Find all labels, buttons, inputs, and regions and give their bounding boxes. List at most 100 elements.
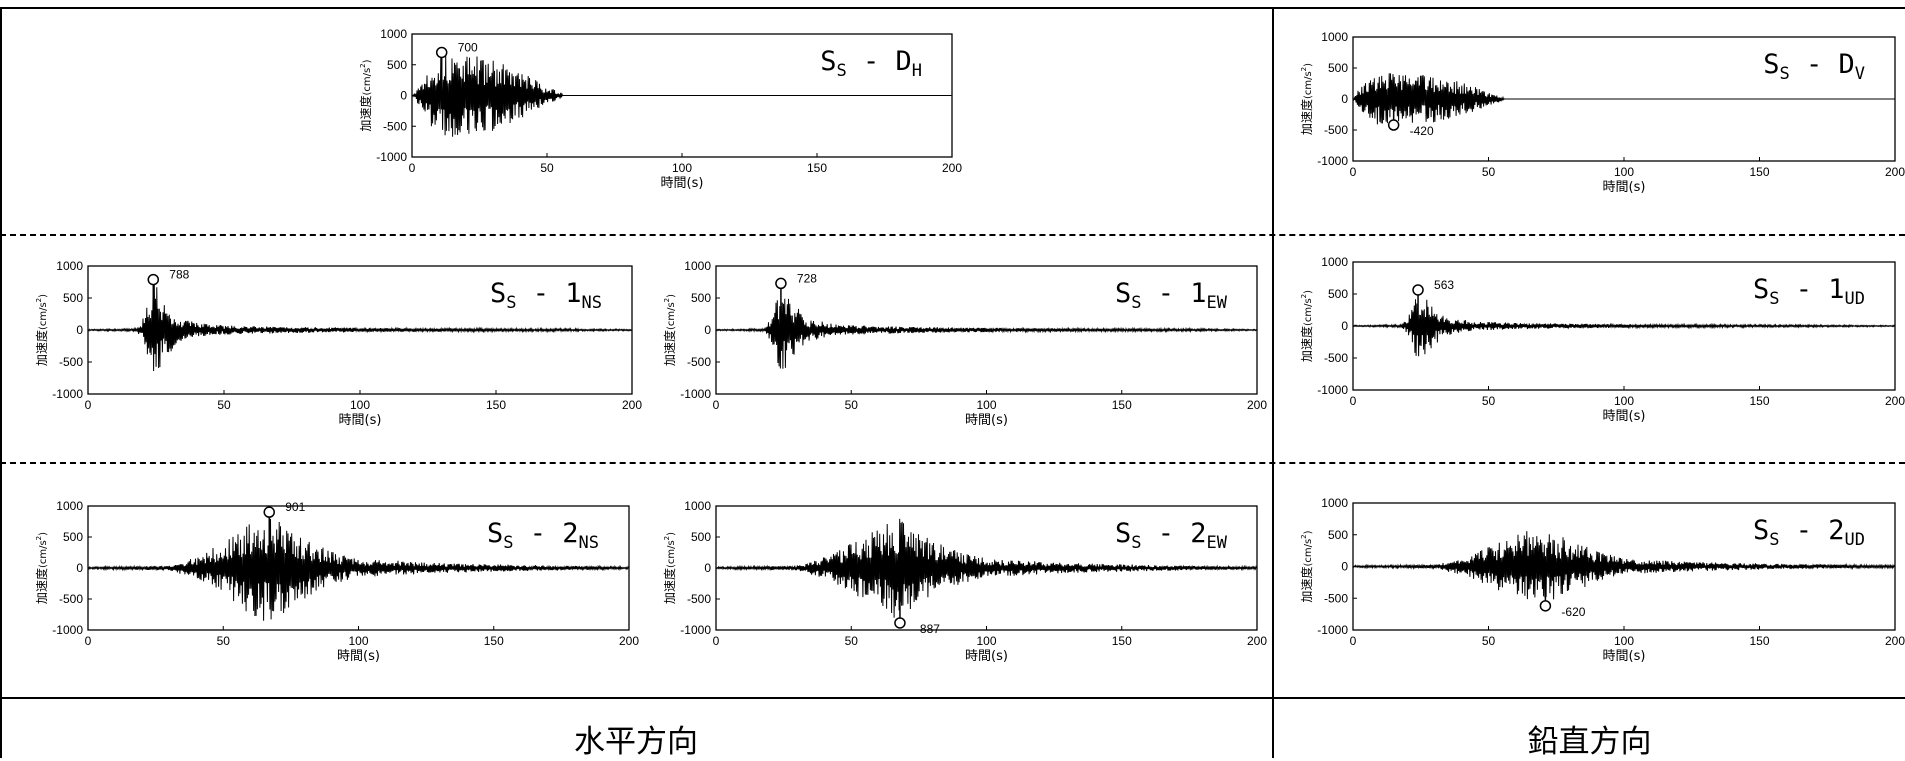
y-axis-label: 加速度(cm/s2) bbox=[1299, 530, 1314, 602]
x-tick-label: 150 bbox=[1749, 165, 1769, 179]
y-tick-label: 500 bbox=[691, 291, 711, 305]
y-tick-label: -500 bbox=[1324, 123, 1348, 137]
peak-marker bbox=[263, 506, 275, 518]
peak-value-label: 700 bbox=[458, 40, 478, 54]
y-axis-label-exp: 2 bbox=[1300, 294, 1308, 298]
x-tick-label: 200 bbox=[1885, 394, 1905, 408]
x-tick-label: 150 bbox=[1749, 394, 1769, 408]
chart-title: SS - 1NS bbox=[490, 278, 602, 313]
title-sub1: S bbox=[836, 61, 846, 81]
x-tick-label: 50 bbox=[1482, 165, 1496, 179]
x-tick-label: 100 bbox=[1614, 394, 1634, 408]
waveform-series bbox=[87, 282, 633, 372]
waveform-series bbox=[1352, 73, 1895, 125]
y-axis-label-close: ) bbox=[362, 59, 373, 63]
title-sub2: V bbox=[1855, 64, 1865, 84]
peak-value-label: 901 bbox=[285, 500, 305, 514]
y-tick-label: 500 bbox=[691, 530, 711, 544]
x-tick-label: 100 bbox=[672, 161, 692, 175]
chart-title: SS - 1UD bbox=[1753, 274, 1865, 309]
x-tick-label: 200 bbox=[1247, 634, 1267, 648]
title-sub2: EW bbox=[1207, 533, 1228, 553]
x-tick-label: 50 bbox=[1482, 394, 1496, 408]
y-tick-label: -500 bbox=[383, 119, 407, 133]
x-tick-label: 150 bbox=[486, 398, 506, 412]
title-sub1: S bbox=[1779, 64, 1789, 84]
title-main: S bbox=[487, 518, 503, 549]
x-tick-label: 150 bbox=[1749, 634, 1769, 648]
y-axis-label-exp: 2 bbox=[35, 298, 43, 302]
y-tick-label: -1000 bbox=[680, 387, 711, 401]
y-axis-label: 加速度(cm/s2) bbox=[662, 532, 677, 604]
peak-value-label: 563 bbox=[1434, 278, 1454, 292]
y-axis-label: 加速度(cm/s2) bbox=[358, 59, 373, 131]
title-mid: - 1 bbox=[1779, 274, 1844, 305]
title-sub2: NS bbox=[582, 293, 602, 313]
y-tick-label: 500 bbox=[1328, 528, 1348, 542]
x-tick-label: 100 bbox=[976, 398, 996, 412]
chart-title: SS - DH bbox=[820, 46, 922, 81]
x-tick-label: 200 bbox=[619, 634, 639, 648]
x-tick-label: 0 bbox=[85, 634, 92, 648]
y-axis-label-main: 加速度 bbox=[1299, 99, 1314, 135]
y-tick-label: 1000 bbox=[1321, 30, 1348, 44]
frame-footer-line bbox=[0, 697, 1905, 699]
y-axis-label-unit: (cm/s bbox=[362, 68, 373, 96]
x-tick-label: 200 bbox=[1247, 398, 1267, 412]
x-tick-label: 100 bbox=[1614, 634, 1634, 648]
row-divider-1 bbox=[0, 234, 1905, 236]
peak-value-label: -620 bbox=[1561, 605, 1585, 619]
y-tick-label: -1000 bbox=[52, 387, 83, 401]
x-tick-label: 100 bbox=[976, 634, 996, 648]
y-tick-label: -500 bbox=[687, 592, 711, 606]
frame-divider-vertical bbox=[1272, 7, 1274, 758]
peak-marker bbox=[1412, 284, 1424, 296]
y-tick-label: 0 bbox=[1341, 92, 1348, 106]
title-main: S bbox=[1763, 49, 1779, 80]
y-tick-label: 1000 bbox=[56, 259, 83, 273]
y-axis-label: 加速度(cm/s2) bbox=[1299, 63, 1314, 135]
x-tick-label: 0 bbox=[1350, 634, 1357, 648]
x-tick-label: 0 bbox=[85, 398, 92, 412]
x-tick-label: 100 bbox=[348, 634, 368, 648]
row-divider-2 bbox=[0, 462, 1905, 464]
panel-ss-2ns: 901 1000 500 0 -500 -1000 0 50 100 150 200 時間(s) 加速度… bbox=[8, 496, 669, 682]
x-tick-label: 50 bbox=[217, 398, 231, 412]
y-tick-label: -500 bbox=[59, 355, 83, 369]
x-axis-label: 時間(s) bbox=[337, 649, 380, 664]
y-axis-label-close: ) bbox=[38, 532, 49, 536]
x-tick-label: 150 bbox=[807, 161, 827, 175]
y-tick-label: 0 bbox=[704, 561, 711, 575]
y-axis-label: 加速度(cm/s2) bbox=[34, 294, 49, 366]
y-tick-label: -1000 bbox=[1317, 383, 1348, 397]
y-tick-label: 0 bbox=[704, 323, 711, 337]
title-sub1: S bbox=[1769, 289, 1779, 309]
y-tick-label: -1000 bbox=[680, 623, 711, 637]
x-tick-label: 150 bbox=[484, 634, 504, 648]
title-mid: - D bbox=[1790, 49, 1855, 80]
x-tick-label: 0 bbox=[713, 398, 720, 412]
title-main: S bbox=[1753, 274, 1769, 305]
title-main: S bbox=[1753, 515, 1769, 546]
y-axis-label-unit: (cm/s bbox=[1303, 71, 1314, 99]
y-axis-label-close: ) bbox=[666, 294, 677, 298]
x-tick-label: 50 bbox=[217, 634, 231, 648]
y-tick-label: 500 bbox=[387, 58, 407, 72]
x-tick-label: 0 bbox=[1350, 165, 1357, 179]
y-axis-label-main: 加速度 bbox=[1299, 567, 1314, 603]
title-main: S bbox=[1115, 278, 1131, 309]
waveform-series bbox=[715, 518, 1258, 618]
y-axis-label-exp: 2 bbox=[359, 63, 367, 67]
y-tick-label: 1000 bbox=[684, 499, 711, 513]
y-axis-label-exp: 2 bbox=[35, 536, 43, 540]
title-sub1: S bbox=[503, 533, 513, 553]
peak-value-label: 728 bbox=[797, 271, 817, 285]
peak-marker bbox=[1387, 119, 1400, 131]
y-tick-label: 1000 bbox=[56, 499, 83, 513]
y-tick-label: -500 bbox=[1324, 351, 1348, 365]
x-tick-label: 0 bbox=[1350, 394, 1357, 408]
title-main: S bbox=[490, 278, 506, 309]
y-axis-label: 加速度(cm/s2) bbox=[662, 294, 677, 366]
